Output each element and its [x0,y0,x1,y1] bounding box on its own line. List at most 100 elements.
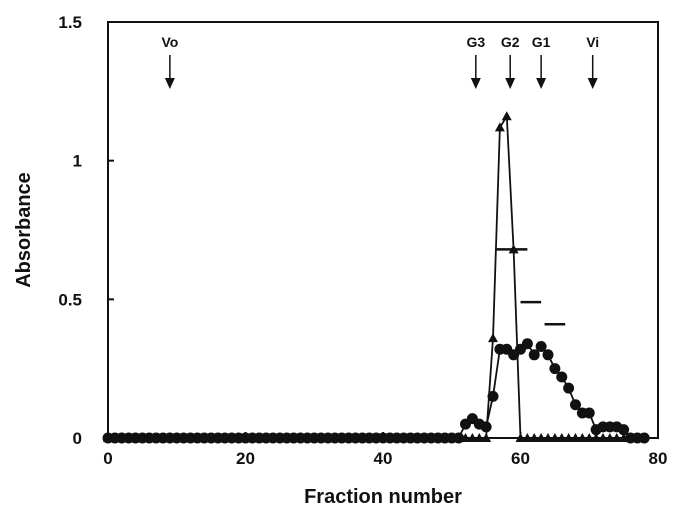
data-point-triangle [261,433,272,442]
data-point-triangle [426,433,437,442]
data-point-circle [521,338,533,350]
data-point-triangle [501,111,512,121]
data-point-triangle [219,433,230,442]
data-point-triangle [591,433,602,442]
data-point-triangle [274,433,285,442]
data-point-triangle [453,433,464,442]
fraction-markers: Vo G3 G2 G1 Vi [161,34,599,89]
data-point-triangle [371,433,382,442]
data-point-triangle [309,433,320,442]
data-point-triangle [336,433,347,442]
data-point-triangle [240,433,251,442]
y-tick-label: 1.5 [58,13,82,32]
data-point-triangle [577,433,588,442]
data-point-triangle [446,433,457,442]
series-circle [102,338,650,444]
data-point-triangle [433,433,443,442]
data-point-triangle [398,433,409,442]
plot-area-frame [107,21,659,439]
data-point-triangle [185,433,196,442]
data-point-triangle [213,433,223,442]
y-tick-label: 1 [73,152,82,171]
data-point-circle [563,382,575,394]
data-point-triangle [618,433,629,442]
fraction-marker-label: G3 [466,34,485,50]
fraction-marker-label: Vi [586,34,599,50]
data-point-circle [638,432,650,444]
arrow-down-icon [587,78,598,89]
data-point-triangle [247,433,258,442]
data-point-triangle [329,433,340,442]
data-point-triangle [103,433,113,442]
data-point-triangle [281,433,292,442]
y-tick-label: 0 [73,429,82,448]
data-point-triangle [109,433,120,442]
data-point-triangle [192,433,203,442]
data-point-triangle [419,433,430,442]
series-triangle [103,111,629,442]
data-point-triangle [543,433,553,442]
data-point-triangle [302,433,313,442]
data-point-triangle [144,433,155,442]
fraction-marker-label: Vo [161,34,178,50]
data-point-triangle [116,433,127,442]
x-tick-label: 80 [649,449,668,468]
data-point-triangle [384,433,395,442]
data-point-triangle [439,433,450,442]
data-point-circle [535,340,547,352]
data-point-triangle [570,433,581,442]
data-point-triangle [549,433,560,442]
data-point-triangle [522,433,533,442]
data-point-triangle [556,433,567,442]
series-line [108,113,624,439]
data-point-triangle [350,433,361,442]
arrow-down-icon [164,78,175,89]
data-point-triangle [508,244,519,254]
horizontal-bars [496,248,566,326]
fraction-marker-label: G2 [501,34,520,50]
data-point-triangle [164,433,175,442]
data-point-triangle [391,433,402,442]
data-point-triangle [584,433,595,442]
data-point-triangle [604,433,615,442]
arrow-down-icon [470,78,481,89]
data-point-triangle [611,433,622,442]
data-point-triangle [158,433,168,442]
data-point-triangle [378,433,388,442]
data-point-triangle [481,433,492,442]
data-point-triangle [405,433,416,442]
data-point-triangle [295,433,306,442]
data-point-triangle [178,433,189,442]
x-tick-label: 20 [236,449,255,468]
data-point-triangle [598,433,608,442]
x-tick-label: 40 [374,449,393,468]
data-point-circle [549,363,561,375]
data-point-circle [528,349,540,361]
data-point-triangle [412,433,423,442]
data-point-triangle [226,433,237,442]
data-point-triangle [206,433,217,442]
data-point-circle [542,349,554,361]
data-point-triangle [529,433,540,442]
data-point-triangle [130,433,141,442]
data-point-triangle [343,433,354,442]
data-point-circle [583,407,595,419]
data-point-triangle [288,433,299,442]
x-tick-label: 0 [103,449,112,468]
data-point-triangle [316,433,327,442]
data-point-triangle [494,122,505,132]
data-point-triangle [536,433,547,442]
data-point-circle [487,390,499,402]
data-point-triangle [171,433,182,442]
x-tick-label: 60 [511,449,530,468]
data-point-circle [618,424,630,436]
data-point-triangle [323,433,333,442]
data-point-triangle [467,433,478,442]
series-line [108,342,645,439]
data-point-triangle [474,433,485,442]
data-point-triangle [233,433,244,442]
x-axis-title: Fraction number [304,486,462,508]
data-point-triangle [137,433,148,442]
data-point-triangle [460,433,471,442]
